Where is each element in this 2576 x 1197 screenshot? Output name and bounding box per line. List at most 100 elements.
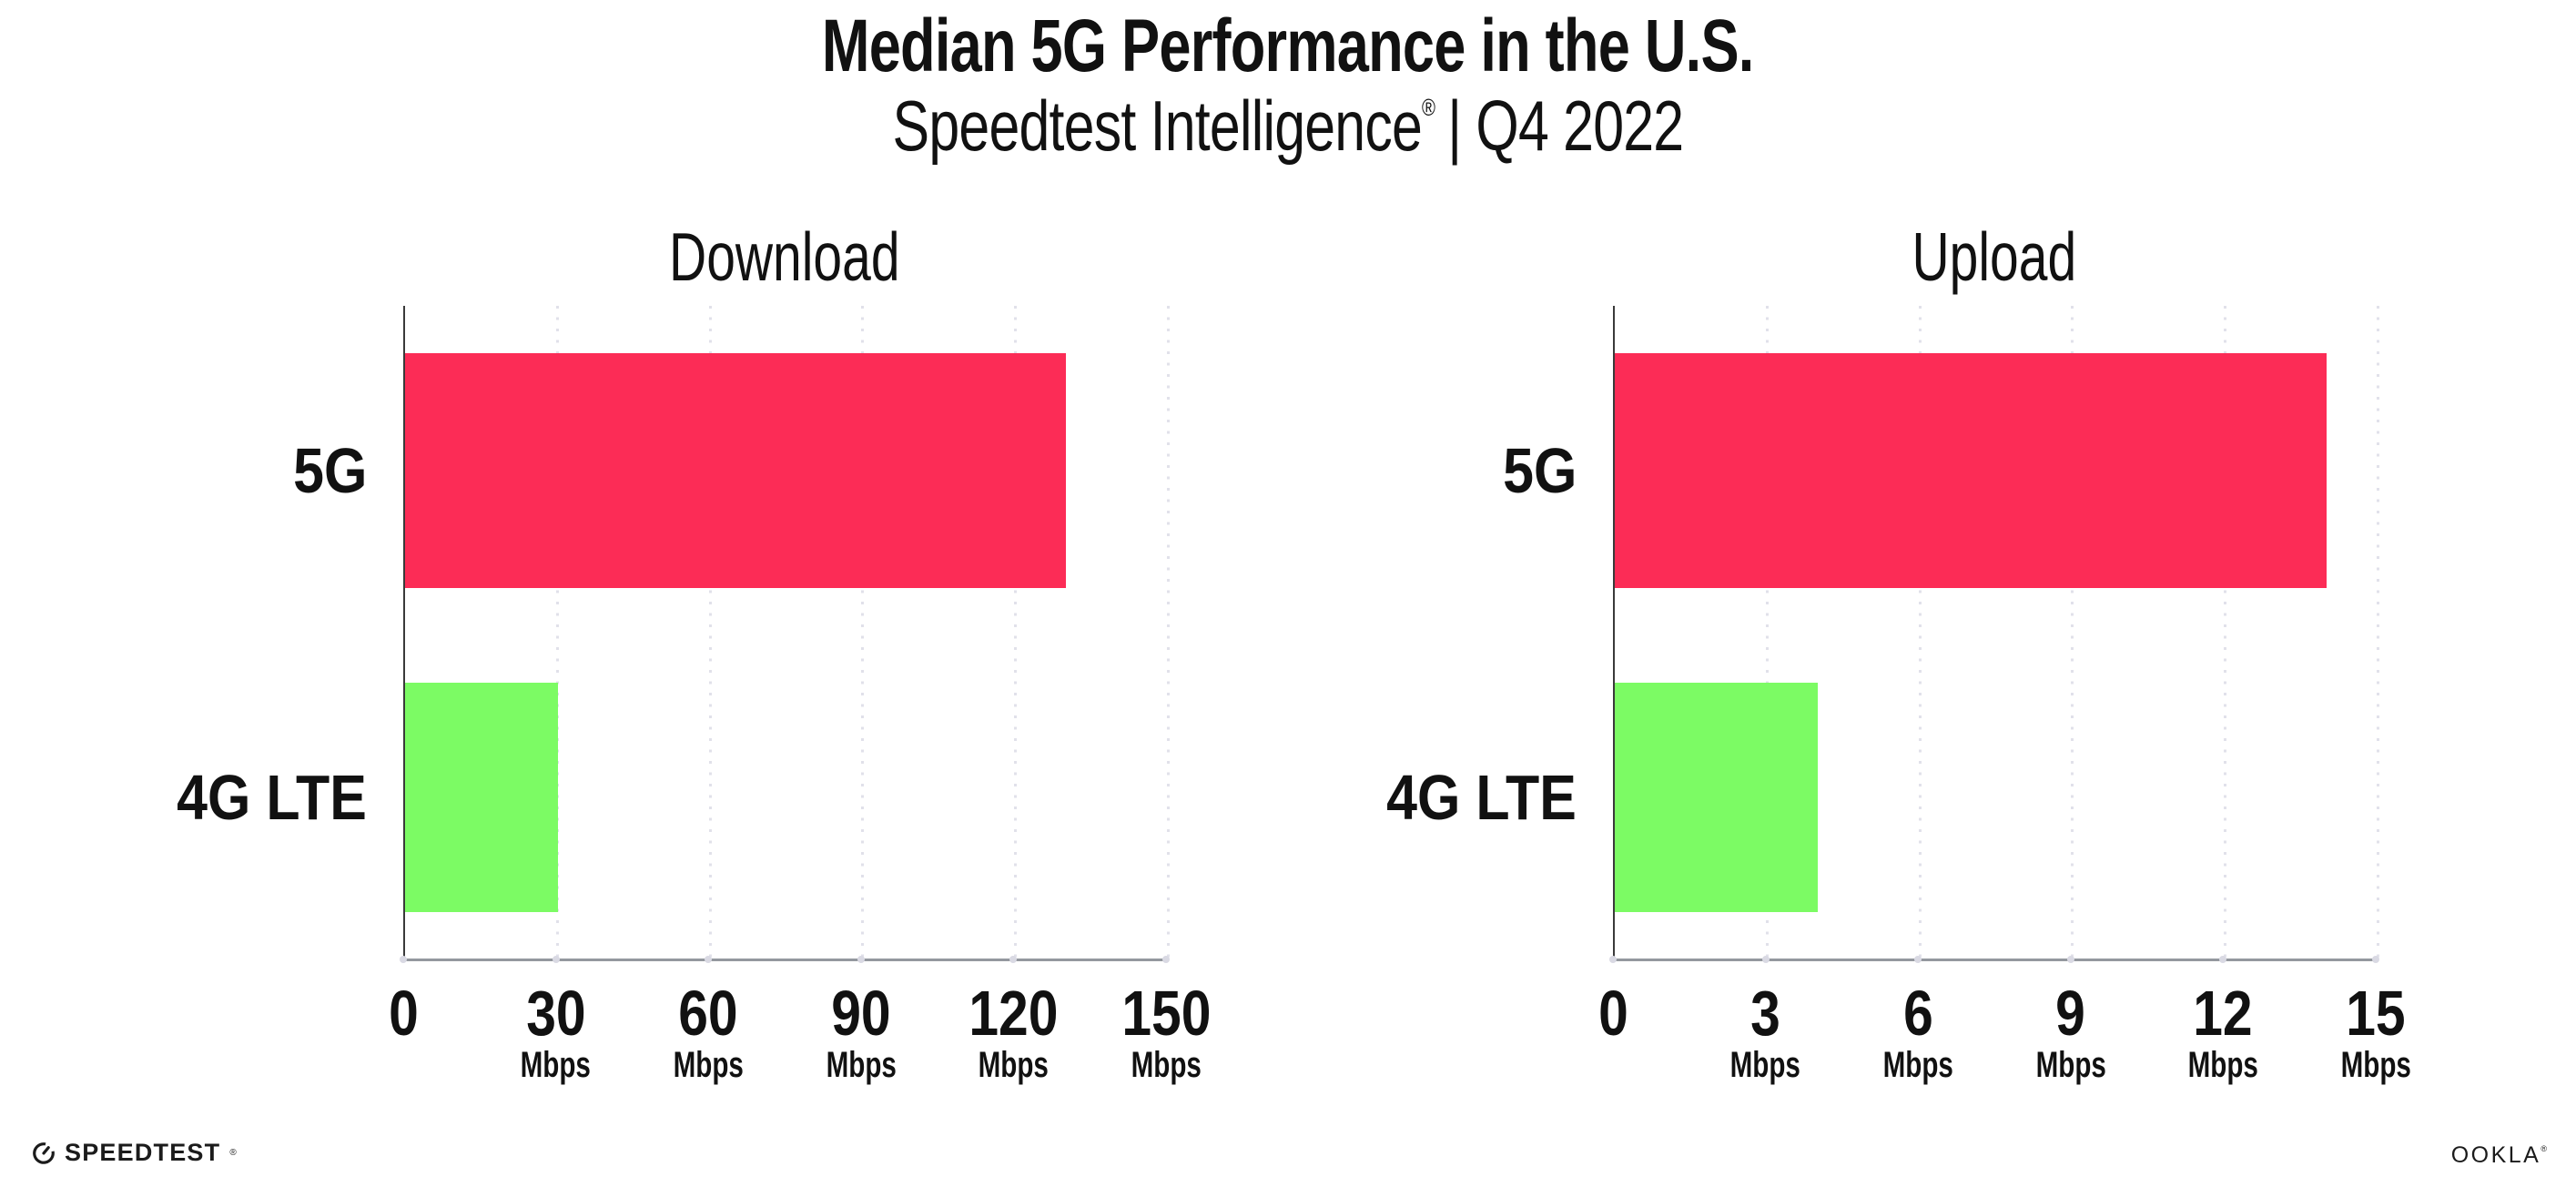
tick-unit-text: Mbps (1882, 1045, 1953, 1085)
tick-label-text: 30 (525, 978, 586, 1049)
tick-mark-upload-0 (1609, 956, 1617, 963)
tick-unit-text: Mbps (978, 1045, 1050, 1085)
chart-title-upload-text: Upload (1912, 218, 2077, 295)
tick-label-text: 15 (2346, 978, 2406, 1049)
subtitle-period: | Q4 2022 (1447, 86, 1684, 166)
tick-label-upload-15: 15 (2267, 981, 2485, 1045)
tick-label-upload-3: 3 (1657, 981, 1875, 1045)
tick-mark-download-150 (1162, 956, 1170, 963)
category-label-text: 5G (1502, 435, 1577, 506)
speedtest-registered-mark: ® (229, 1147, 237, 1158)
tick-unit-text: Mbps (1131, 1045, 1202, 1085)
tick-label-download-90: 90 (752, 981, 970, 1045)
gridline-download-120 (1013, 306, 1017, 959)
tick-unit-download-120: Mbps (904, 1047, 1122, 1083)
tick-label-download-120: 120 (904, 981, 1122, 1045)
ookla-logo: OOKLA® (2451, 1144, 2547, 1167)
category-label-text: 4G LTE (177, 762, 367, 833)
tick-unit-text: Mbps (1729, 1045, 1801, 1085)
tick-label-download-30: 30 (447, 981, 665, 1045)
tick-label-text: 3 (1750, 978, 1780, 1049)
tick-label-upload-9: 9 (1962, 981, 2180, 1045)
chart-title-download-text: Download (669, 218, 900, 295)
page-title: Median 5G Performance in the U.S. (0, 9, 2576, 84)
page-subtitle-text: Speedtest Intelligence® | Q4 2022 (893, 90, 1685, 161)
tick-label-upload-6: 6 (1809, 981, 2027, 1045)
tick-mark-upload-15 (2372, 956, 2379, 963)
gridline-upload-3 (1766, 306, 1770, 959)
tick-mark-upload-3 (1761, 956, 1770, 963)
tick-unit-text: Mbps (2340, 1045, 2411, 1085)
tick-unit-text: Mbps (673, 1045, 744, 1085)
page-title-text: Median 5G Performance in the U.S. (822, 5, 1754, 87)
tick-unit-download-150: Mbps (1057, 1047, 1275, 1083)
tick-mark-upload-6 (1914, 956, 1922, 963)
tick-label-text: 150 (1121, 978, 1212, 1049)
tick-unit-upload-3: Mbps (1657, 1047, 1875, 1083)
category-label-text: 5G (292, 435, 367, 506)
tick-label-text: 12 (2193, 978, 2254, 1049)
plot-area-download (403, 306, 1170, 961)
subtitle-brand: Speedtest Intelligence (892, 86, 1423, 166)
tick-mark-download-60 (705, 956, 713, 963)
page-subtitle: Speedtest Intelligence® | Q4 2022 (0, 90, 2576, 161)
tick-unit-text: Mbps (2187, 1045, 2259, 1085)
category-label-5g-download: 5G (0, 353, 367, 588)
tick-label-download-150: 150 (1057, 981, 1275, 1045)
category-label-4g-lte-upload: 4G LTE (0, 683, 1577, 912)
category-label-5g-upload: 5G (0, 353, 1577, 588)
tick-label-download-0: 0 (294, 981, 512, 1045)
tick-unit-text: Mbps (826, 1045, 897, 1085)
tick-label-text: 6 (1902, 978, 1933, 1049)
tick-unit-upload-15: Mbps (2267, 1047, 2485, 1083)
bar-4g-lte-download (405, 683, 558, 912)
gridline-upload-6 (1918, 306, 1922, 959)
speedtest-gauge-icon (33, 1142, 55, 1164)
gridline-upload-9 (2071, 306, 2074, 959)
tick-unit-download-60: Mbps (599, 1047, 817, 1083)
registered-mark: ® (1422, 94, 1435, 121)
speedtest-logo: SPEEDTEST ® (31, 1140, 237, 1165)
bar-4g-lte-upload (1615, 683, 1819, 912)
tick-label-text: 90 (831, 978, 891, 1049)
tick-mark-download-120 (1009, 956, 1018, 963)
ookla-registered-mark: ® (2541, 1144, 2547, 1153)
tick-mark-download-0 (400, 956, 407, 963)
speedtest-wordmark: SPEEDTEST (65, 1138, 221, 1166)
tick-unit-upload-12: Mbps (2114, 1047, 2332, 1083)
tick-unit-download-30: Mbps (447, 1047, 665, 1083)
gridline-download-30 (556, 306, 560, 959)
tick-label-text: 120 (969, 978, 1059, 1049)
tick-label-text: 0 (1597, 978, 1628, 1049)
tick-mark-upload-12 (2219, 956, 2227, 963)
tick-mark-upload-9 (2066, 956, 2074, 963)
tick-mark-download-30 (552, 956, 560, 963)
gridline-upload-12 (2223, 306, 2226, 959)
tick-label-download-60: 60 (599, 981, 817, 1045)
chart-title-download: Download (403, 223, 1166, 291)
tick-unit-upload-6: Mbps (1809, 1047, 2027, 1083)
category-label-4g-lte-download: 4G LTE (0, 683, 367, 912)
gridline-download-150 (1166, 306, 1170, 959)
tick-unit-text: Mbps (520, 1045, 592, 1085)
tick-label-upload-0: 0 (1504, 981, 1722, 1045)
tick-unit-text: Mbps (2035, 1045, 2106, 1085)
tick-label-upload-12: 12 (2114, 981, 2332, 1045)
ookla-wordmark: OOKLA (2450, 1142, 2541, 1168)
gridline-download-90 (861, 306, 865, 959)
bar-5g-download (405, 353, 1067, 588)
tick-unit-download-90: Mbps (752, 1047, 970, 1083)
chart-title-upload: Upload (1613, 223, 2376, 291)
tick-unit-upload-9: Mbps (1962, 1047, 2180, 1083)
gridline-upload-15 (2376, 306, 2379, 959)
tick-label-text: 0 (388, 978, 419, 1049)
tick-mark-download-90 (857, 956, 865, 963)
tick-label-text: 9 (2055, 978, 2086, 1049)
category-label-text: 4G LTE (1386, 762, 1577, 833)
tick-label-text: 60 (678, 978, 738, 1049)
bar-5g-upload (1615, 353, 2328, 588)
plot-area-upload (1613, 306, 2379, 961)
